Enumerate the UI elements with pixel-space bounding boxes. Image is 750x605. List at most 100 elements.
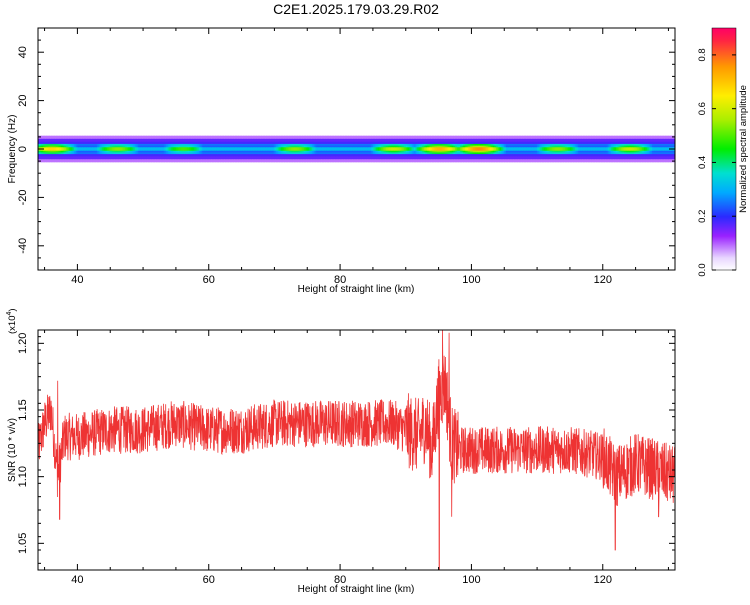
heatmap-cell bbox=[466, 147, 469, 151]
heatmap-cell bbox=[482, 147, 485, 151]
heatmap-cell bbox=[602, 147, 605, 151]
heatmap-cell bbox=[223, 147, 226, 151]
heatmap-cell bbox=[144, 147, 147, 151]
heatmap-cell bbox=[82, 147, 85, 151]
heatmap-cell bbox=[409, 147, 412, 151]
heatmap-cell bbox=[297, 147, 300, 151]
heatmap-cell bbox=[187, 147, 190, 151]
heatmap-cell bbox=[226, 147, 229, 151]
heatmap-cell bbox=[235, 147, 238, 151]
heatmap-cell bbox=[276, 147, 279, 151]
heatmap-cell bbox=[635, 147, 638, 151]
heatmap-cell bbox=[517, 147, 520, 151]
heatmap-cell bbox=[392, 147, 395, 151]
snr-panel: 40 60 80 100 120 1.20 1.15 1.10 1.05 Height of s… bbox=[6, 308, 676, 595]
heatmap-cell bbox=[499, 147, 502, 151]
heatmap-cell bbox=[637, 147, 640, 151]
heatmap-cell bbox=[568, 147, 571, 151]
heatmap-cell bbox=[64, 147, 67, 151]
heatmap-cell bbox=[551, 147, 554, 151]
heatmap-cell bbox=[376, 147, 379, 151]
heatmap-cell bbox=[88, 147, 91, 151]
heatmap-cell bbox=[389, 147, 392, 151]
heatmap-cell bbox=[542, 147, 545, 151]
heatmap-cell bbox=[630, 147, 633, 151]
heatmap-cell bbox=[210, 147, 213, 151]
heatmap-cell bbox=[203, 147, 206, 151]
heatmap-cell bbox=[253, 147, 256, 151]
heatmap-cell bbox=[591, 147, 594, 151]
heatmap-cell bbox=[622, 147, 625, 151]
heatmap-cell bbox=[515, 147, 518, 151]
heatmap-cell bbox=[455, 147, 458, 151]
heatmap-cell bbox=[658, 147, 661, 151]
y-tick-label: 1.10 bbox=[17, 466, 29, 487]
heatmap-cell bbox=[323, 147, 326, 151]
heatmap-cell bbox=[175, 147, 178, 151]
heatmap-cell bbox=[629, 147, 632, 151]
heatmap-cell bbox=[340, 147, 343, 151]
heatmap-cell bbox=[338, 147, 341, 151]
heatmap-cell bbox=[143, 147, 146, 151]
heatmap-cell bbox=[532, 147, 535, 151]
heatmap-cell bbox=[387, 147, 390, 151]
x-tick-label: 60 bbox=[203, 574, 215, 586]
heatmap-cell bbox=[486, 147, 489, 151]
heatmap-cell bbox=[413, 147, 416, 151]
heatmap-cell bbox=[74, 147, 77, 151]
heatmap-cell bbox=[246, 147, 249, 151]
heatmap-cell bbox=[289, 147, 292, 151]
heatmap-cell bbox=[367, 147, 371, 151]
heatmap-cell bbox=[138, 147, 141, 151]
heatmap-cell bbox=[77, 147, 80, 151]
heatmap-cell bbox=[497, 147, 500, 151]
heatmap-cell bbox=[533, 147, 536, 151]
heatmap-cell bbox=[496, 147, 499, 151]
x-tick-label: 40 bbox=[71, 274, 83, 286]
heatmap-cell bbox=[418, 147, 421, 151]
heatmap-cell bbox=[115, 147, 118, 151]
heatmap-cell bbox=[351, 147, 354, 151]
heatmap-cell bbox=[476, 147, 479, 151]
heatmap-cell bbox=[110, 147, 113, 151]
heatmap-cell bbox=[624, 147, 627, 151]
heatmap-cell bbox=[484, 147, 487, 151]
heatmap-cell bbox=[655, 147, 658, 151]
heatmap-cell bbox=[364, 147, 367, 151]
spectral-band bbox=[38, 135, 675, 163]
heatmap-cell bbox=[399, 147, 402, 151]
heatmap-cell bbox=[349, 147, 352, 151]
heatmap-cell bbox=[386, 147, 389, 151]
heatmap-cell bbox=[612, 147, 615, 151]
heatmap-cell bbox=[492, 147, 495, 151]
heatmap-cell bbox=[259, 147, 262, 151]
heatmap-cell bbox=[272, 147, 275, 151]
heatmap-cell bbox=[161, 147, 164, 151]
heatmap-cell bbox=[512, 147, 515, 151]
heatmap-cell bbox=[46, 147, 49, 151]
heatmap-cell bbox=[377, 147, 380, 151]
x-tick-label: 40 bbox=[71, 574, 83, 586]
heatmap-cell bbox=[141, 147, 144, 151]
heatmap-cell bbox=[318, 147, 321, 151]
heatmap-cell bbox=[599, 147, 602, 151]
heatmap-cell bbox=[269, 147, 272, 151]
heatmap-cell bbox=[136, 147, 139, 151]
heatmap-cell bbox=[633, 147, 636, 151]
heatmap-cell bbox=[405, 147, 408, 151]
heatmap-cell bbox=[574, 147, 577, 151]
heatmap-cell bbox=[505, 147, 508, 151]
heatmap-cell bbox=[299, 147, 302, 151]
heatmap-cell bbox=[262, 147, 265, 151]
heatmap-cell bbox=[216, 147, 219, 151]
heatmap-cell bbox=[565, 147, 568, 151]
heatmap-cell bbox=[205, 147, 208, 151]
colorbar-tick-label: 0.0 bbox=[697, 263, 708, 276]
heatmap-cell bbox=[489, 147, 492, 151]
heatmap-cell bbox=[83, 147, 87, 151]
heatmap-cell bbox=[366, 147, 369, 151]
heatmap-cell bbox=[128, 147, 131, 151]
heatmap-cell bbox=[102, 147, 105, 151]
heatmap-cell bbox=[596, 147, 599, 151]
